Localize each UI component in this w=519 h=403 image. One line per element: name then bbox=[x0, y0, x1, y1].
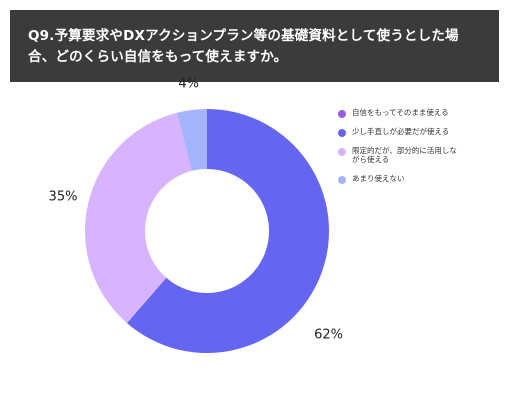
legend-label: あまり使えない bbox=[352, 174, 405, 183]
slice-3 bbox=[176, 109, 207, 171]
data-label-2: 35% bbox=[49, 189, 78, 204]
legend-label: 自信をもってそのまま使える bbox=[352, 108, 449, 117]
data-label-3: 4% bbox=[178, 77, 199, 92]
slice-1 bbox=[126, 109, 329, 354]
legend-marker bbox=[338, 129, 346, 137]
legend-marker bbox=[338, 148, 346, 156]
slice-2 bbox=[84, 112, 192, 324]
legend-marker bbox=[338, 176, 346, 184]
legend-item-confident: 自信をもってそのまま使える bbox=[338, 108, 458, 118]
legend-label: 限定的だが、部分的に活用しながら使える bbox=[352, 146, 457, 164]
question-header: Q9.予算要求やDXアクションプラン等の基礎資料として使うとした場合、どのくらい… bbox=[10, 10, 499, 82]
legend-item-needs-minor-fixes: 少し手直しが必要だが使える bbox=[338, 127, 458, 137]
legend-item-not-usable: あまり使えない bbox=[338, 174, 458, 184]
question-title: Q9.予算要求やDXアクションプラン等の基礎資料として使うとした場合、どのくらい… bbox=[28, 28, 459, 65]
legend-item-partial-use: 限定的だが、部分的に活用しながら使える bbox=[338, 146, 458, 164]
legend-label: 少し手直しが必要だが使える bbox=[352, 127, 450, 136]
chart-legend: 自信をもってそのまま使える 少し手直しが必要だが使える 限定的だが、部分的に活用… bbox=[338, 108, 458, 193]
data-label-1: 62% bbox=[314, 328, 343, 343]
legend-marker bbox=[338, 110, 346, 118]
